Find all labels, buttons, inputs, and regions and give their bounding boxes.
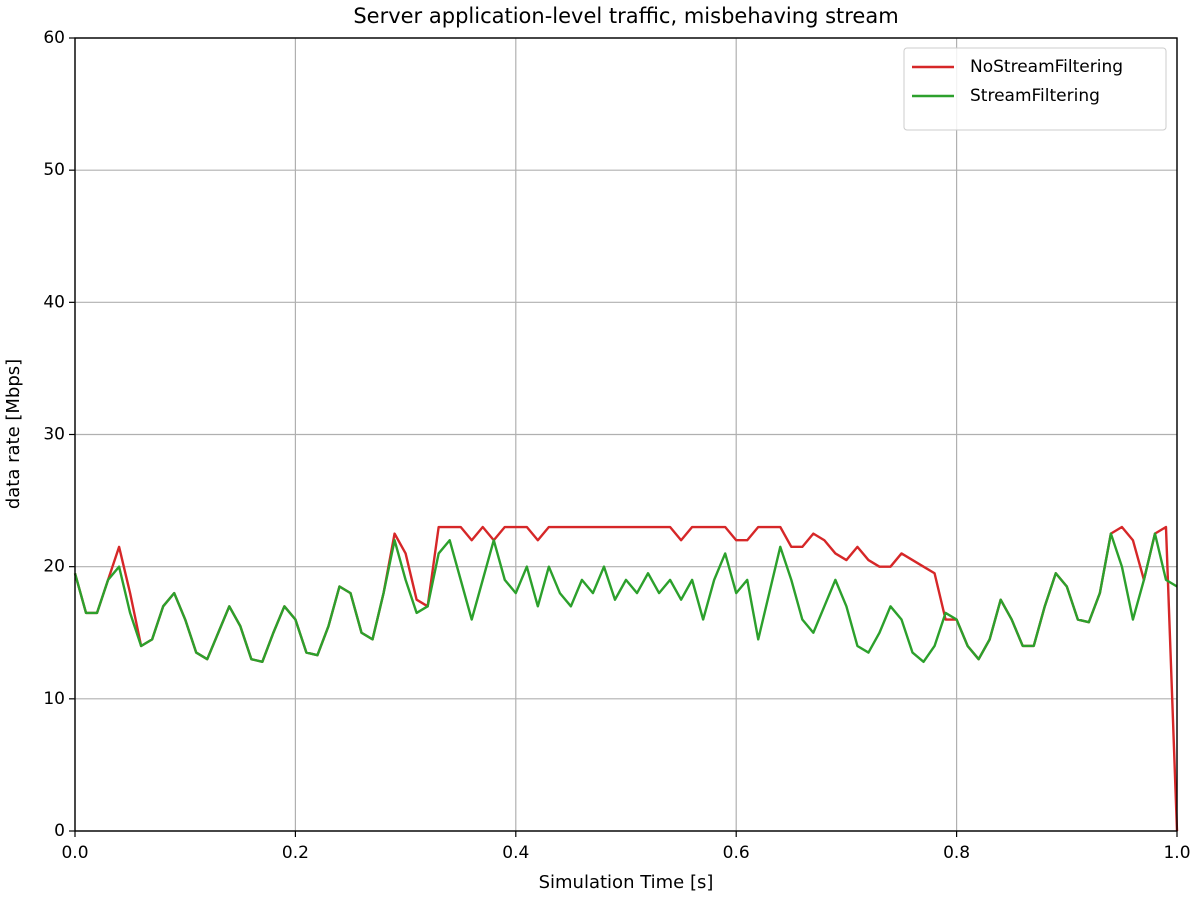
y-tick-label: 0: [54, 821, 65, 841]
plot-frame: [74, 37, 1178, 832]
y-tick-label: 50: [43, 160, 65, 180]
x-tick-label: 0.4: [502, 843, 529, 863]
x-tick-label: 0.2: [282, 843, 309, 863]
y-tick-label: 30: [43, 425, 65, 445]
data-line: [73, 525, 1179, 832]
x-tick-label: 0.6: [723, 843, 750, 863]
y-tick-label: 10: [43, 689, 65, 709]
x-tick-label: 0.8: [943, 843, 970, 863]
data-line: [73, 532, 1178, 664]
x-axis-label: Simulation Time [s]: [539, 872, 714, 893]
y-tick-label: 60: [43, 28, 65, 48]
y-tick-label: 20: [43, 557, 65, 577]
legend-box: [903, 47, 1167, 131]
y-axis-label: data rate [Mbps]: [3, 359, 24, 509]
legend-label: NoStreamFiltering: [970, 57, 1123, 77]
chart-title: Server application-level traffic, misbeh…: [353, 4, 898, 28]
x-tick-label: 0.0: [61, 843, 88, 863]
x-tick-label: 1.0: [1163, 843, 1190, 863]
y-tick-label: 40: [43, 292, 65, 312]
legend-label: StreamFiltering: [970, 86, 1100, 106]
